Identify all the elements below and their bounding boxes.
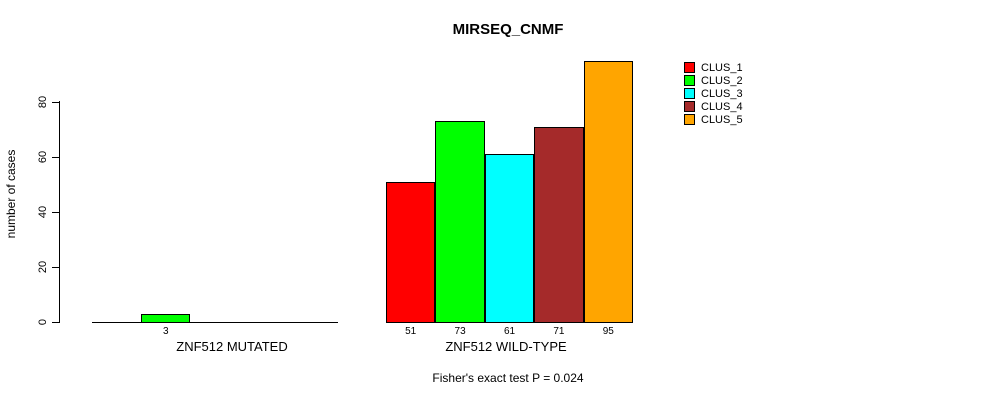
y-axis-tick: [52, 156, 59, 158]
legend-item: CLUS_1: [684, 61, 743, 74]
y-axis-tick: [52, 101, 59, 103]
legend-label: CLUS_4: [701, 100, 743, 113]
legend-swatch: [684, 75, 695, 86]
y-tick-label: 80: [37, 95, 49, 109]
legend-swatch: [684, 88, 695, 99]
bar-value-label: 61: [503, 326, 516, 337]
bar-value-label: 73: [454, 326, 466, 337]
legend-item: CLUS_2: [684, 74, 743, 87]
bar-clus_4: [534, 126, 584, 323]
y-axis-tick: [52, 321, 59, 323]
y-tick-label: 20: [37, 260, 49, 274]
legend-label: CLUS_3: [701, 87, 743, 100]
y-axis-label: number of cases: [4, 149, 18, 239]
bar-value-label: 51: [405, 326, 417, 337]
footnote: Fisher's exact test P = 0.024: [432, 371, 584, 385]
legend-item: CLUS_4: [684, 100, 743, 113]
bar-clus_2: [141, 313, 191, 323]
legend-swatch: [684, 62, 695, 73]
y-axis-tick: [52, 266, 59, 268]
bar-value-label: 95: [602, 326, 614, 337]
y-tick-label: 40: [37, 205, 49, 219]
y-tick-label: 0: [37, 318, 49, 326]
bar-clus_5: [583, 60, 633, 323]
legend: CLUS_1 CLUS_2 CLUS_3 CLUS_4 CLUS_5: [684, 61, 743, 126]
legend-label: CLUS_1: [701, 61, 743, 74]
legend-item: CLUS_3: [684, 87, 743, 100]
legend-label: CLUS_2: [701, 74, 743, 87]
group-label: ZNF512 WILD-TYPE: [445, 339, 567, 354]
y-axis-tick: [52, 211, 59, 213]
bar-value-label: 3: [163, 326, 169, 337]
bar-value-label: 71: [553, 326, 565, 337]
bar-clus_2: [435, 121, 485, 323]
legend-item: CLUS_5: [684, 113, 743, 126]
group-baseline: [92, 322, 338, 323]
legend-swatch: [684, 114, 695, 125]
legend-swatch: [684, 101, 695, 112]
y-tick-label: 60: [37, 150, 49, 164]
y-axis-line: [59, 101, 60, 323]
chart-title: MIRSEQ_CNMF: [452, 21, 564, 38]
bar-clus_1: [386, 181, 436, 323]
group-label: ZNF512 MUTATED: [176, 339, 288, 354]
legend-label: CLUS_5: [701, 113, 743, 126]
bar-clus_3: [484, 154, 535, 323]
